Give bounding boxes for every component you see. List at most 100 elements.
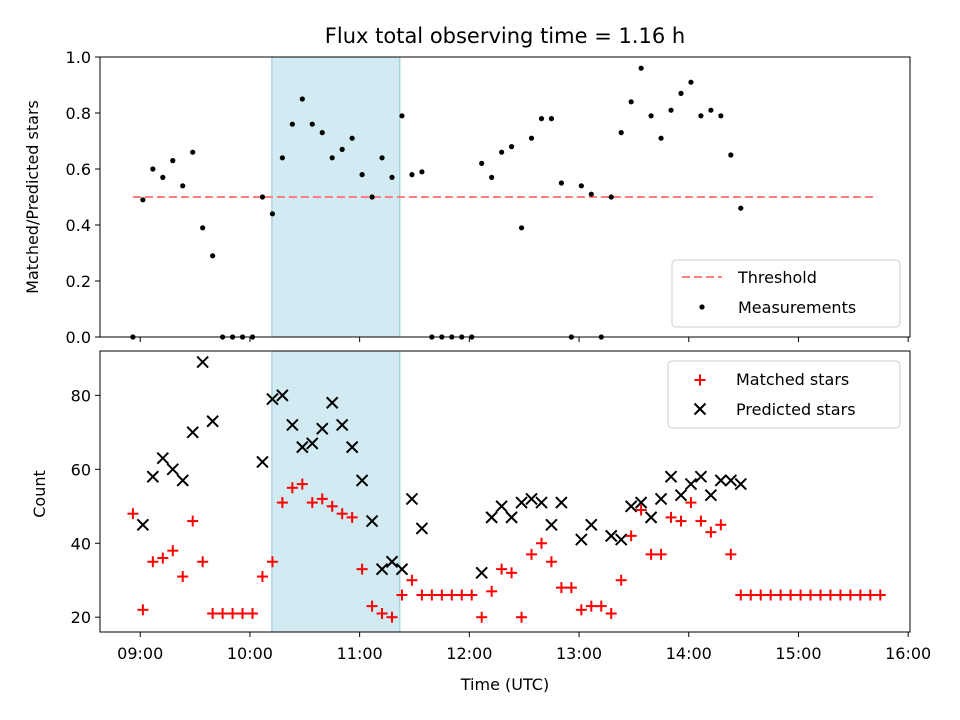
predicted-star-marker <box>505 511 518 524</box>
measurement-point <box>528 135 535 141</box>
predicted-star-marker-stroke-b <box>495 500 508 513</box>
matched-star-marker <box>625 530 637 542</box>
matched-star-marker <box>864 589 876 601</box>
matched-star-marker <box>446 589 458 601</box>
predicted-star-marker-stroke-b <box>156 452 170 465</box>
predicted-star-marker-stroke-b <box>166 463 179 476</box>
measurement-point <box>688 79 694 85</box>
predicted-star-marker <box>555 496 568 509</box>
x-tick-label: 11:00 <box>337 644 383 663</box>
predicted-star-marker-stroke-b <box>355 474 369 487</box>
predicted-star-marker <box>545 518 558 531</box>
measurement-point <box>339 146 345 152</box>
predicted-star-marker <box>186 426 199 439</box>
measurement-point <box>210 253 216 259</box>
predicted-star-marker <box>395 562 409 576</box>
matched-star-marker <box>316 493 328 505</box>
measurement-point <box>658 135 664 141</box>
predicted-star-marker <box>694 470 708 483</box>
matched-star-marker <box>725 548 737 560</box>
measurement-point <box>140 197 146 203</box>
matched-star-marker <box>366 600 378 612</box>
predicted-star-marker <box>515 496 528 509</box>
matched-star-marker <box>386 611 398 623</box>
predicted-star-marker-stroke-b <box>395 562 409 576</box>
matched-star-marker <box>406 574 418 586</box>
measurement-point <box>329 155 335 161</box>
measurement-point <box>180 183 186 189</box>
matched-star-marker <box>177 571 189 583</box>
bottom-axes-frame <box>99 350 911 633</box>
matched-star-marker <box>615 574 627 586</box>
predicted-star-marker <box>644 511 658 524</box>
matched-star-marker <box>635 504 647 516</box>
matched-star-marker <box>834 589 846 601</box>
top-y-axis-label: Matched/Predicted stars <box>23 100 42 294</box>
predicted-star-marker-stroke-b <box>575 533 588 546</box>
matched-star-marker <box>785 589 797 601</box>
matched-star-marker <box>306 497 318 509</box>
top-axes-frame <box>99 56 911 338</box>
matched-star-marker <box>147 556 159 568</box>
measurement-point <box>548 116 555 122</box>
predicted-star-marker <box>624 500 638 513</box>
matched-star-marker <box>695 515 707 527</box>
predicted-star-marker <box>136 518 150 531</box>
legend-predicted-swatch <box>693 402 707 416</box>
predicted-star-marker-stroke-b <box>475 566 488 580</box>
measurement-point <box>359 172 365 178</box>
predicted-star-marker-stroke-b <box>505 511 518 524</box>
top-y-tick-label: 0.2 <box>66 272 91 291</box>
predicted-star-marker <box>654 492 668 506</box>
matched-star-marker <box>565 582 577 594</box>
measurement-point <box>718 113 724 119</box>
measurement-point <box>369 194 375 200</box>
measurement-point <box>200 225 206 231</box>
matched-star-marker <box>655 548 667 560</box>
predicted-star-marker-stroke-b <box>485 511 498 524</box>
matched-star-marker <box>436 589 448 601</box>
measurement-point <box>309 121 315 127</box>
predicted-star-marker <box>166 463 179 476</box>
matched-star-marker <box>336 508 348 520</box>
predicted-star-marker <box>714 474 728 487</box>
bottom-y-tick-label: 80 <box>71 386 91 405</box>
x-tick-label: 10:00 <box>227 644 273 663</box>
predicted-star-marker-stroke-b <box>515 496 528 509</box>
predicted-star-marker-stroke-b <box>734 477 747 491</box>
predicted-star-marker <box>634 496 648 509</box>
measurement-point <box>419 169 425 175</box>
predicted-star-marker <box>375 562 389 576</box>
measurement-point <box>160 174 166 180</box>
measurement-point <box>618 130 624 136</box>
matched-star-marker <box>814 589 826 601</box>
predicted-star-marker-stroke-b <box>286 418 299 432</box>
measurement-point <box>399 113 405 119</box>
measurement-point <box>379 155 385 161</box>
predicted-star-marker-stroke-b <box>415 522 429 535</box>
matched-star-marker <box>246 608 258 620</box>
measurement-point <box>588 191 594 197</box>
matched-star-marker <box>535 537 547 549</box>
matched-star-marker <box>276 497 288 509</box>
matched-star-marker <box>296 478 308 490</box>
chart-title: Flux total observing time = 1.16 h <box>325 24 685 48</box>
predicted-star-marker <box>485 511 498 524</box>
x-tick-label: 09:00 <box>117 644 163 663</box>
bottom-y-tick-label: 60 <box>71 460 91 479</box>
x-tick-label: 12:00 <box>446 644 492 663</box>
predicted-star-marker <box>326 396 339 409</box>
x-tick-label: 15:00 <box>775 644 821 663</box>
matched-star-marker <box>854 589 866 601</box>
measurement-point <box>728 152 734 158</box>
matched-star-marker <box>575 604 587 616</box>
predicted-star-marker <box>146 470 160 483</box>
legend-matched-swatch <box>694 374 706 386</box>
predicted-star-marker <box>535 496 548 509</box>
predicted-star-marker <box>415 522 429 535</box>
x-tick-label: 16:00 <box>885 644 931 663</box>
measurement-point <box>190 149 196 155</box>
predicted-star-marker-stroke-b <box>196 355 209 369</box>
matched-star-marker <box>187 515 199 527</box>
